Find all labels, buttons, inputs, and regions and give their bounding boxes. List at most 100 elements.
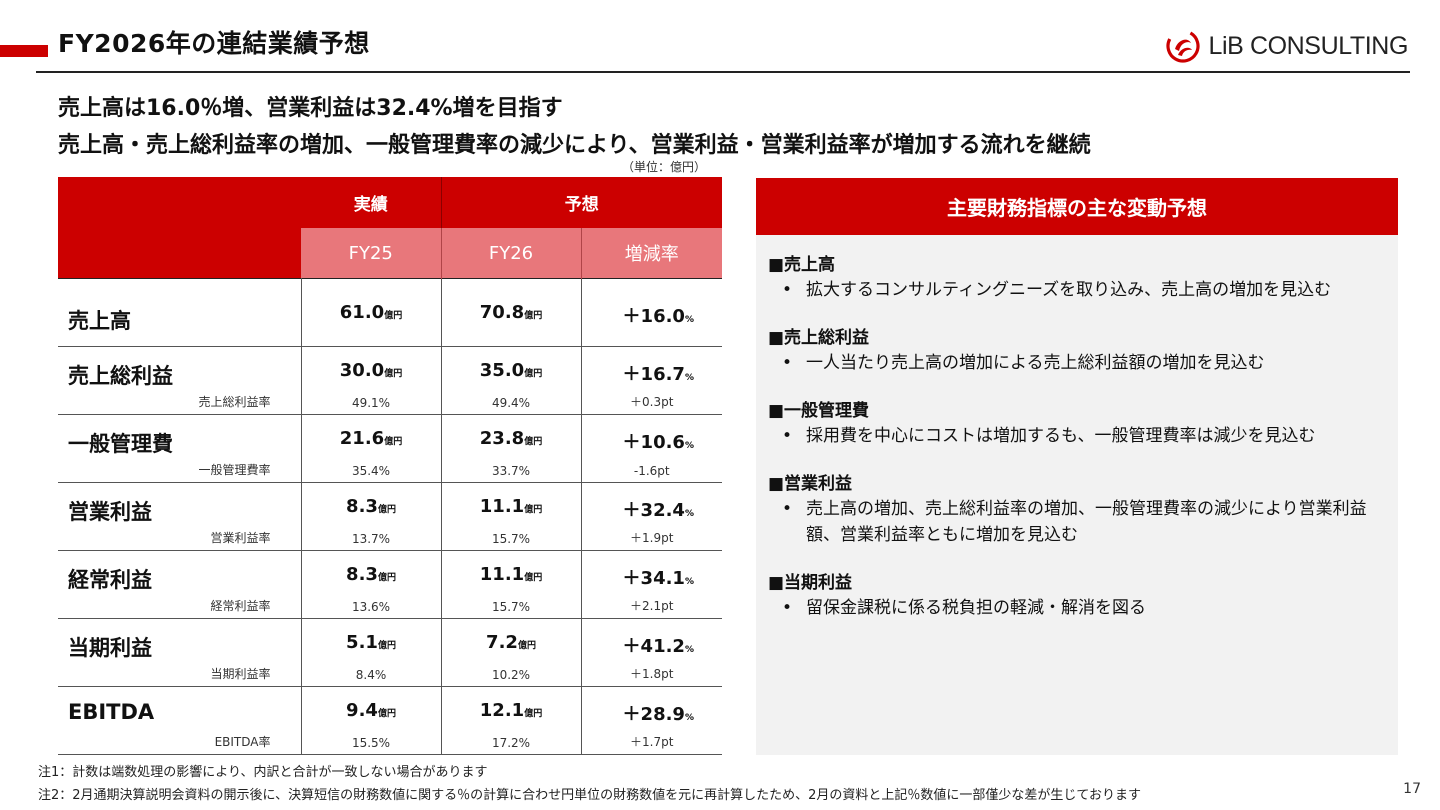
section-text: 一人当たり売上高の増加による売上総利益額の増加を見込む	[806, 353, 1265, 373]
outlook-section: ■当期利益 • 留保金課税に係る税負担の軽減・解消を図る	[768, 571, 1374, 621]
value-change: ＋41.2%	[622, 636, 694, 657]
table-row: 一般管理費一般管理費率 21.6億円 35.4% 23.8億円 33.7% ＋10.…	[58, 414, 722, 483]
value-fy25: 9.4億円	[346, 700, 396, 721]
bullet-icon: •	[781, 353, 793, 373]
row-label: 売上総利益	[68, 364, 173, 388]
company-logo: LiB CONSULTING	[1166, 28, 1408, 64]
header-fy25: FY25	[301, 228, 441, 279]
section-title: ■売上高	[768, 255, 836, 275]
lib-logo-icon	[1166, 29, 1201, 63]
value-change: ＋16.7%	[622, 364, 694, 385]
ratio-fy26: 10.2%	[491, 668, 531, 682]
outlook-section: ■売上高 • 拡大するコンサルティングニーズを取り込み、売上高の増加を見込む	[768, 253, 1374, 303]
table-row: 売上総利益売上総利益率 30.0億円 49.1% 35.0億円 49.4% ＋16.…	[58, 346, 722, 415]
ratio-change: ＋2.1pt	[630, 599, 674, 613]
row-label: 当期利益	[68, 636, 152, 660]
value-change: ＋32.4%	[622, 500, 694, 521]
page-number: 17	[1403, 781, 1421, 797]
row-label: 売上高	[68, 309, 131, 333]
section-text: 留保金課税に係る税負担の軽減・解消を図る	[806, 598, 1146, 618]
outlook-section: ■営業利益 • 売上高の増加、売上総利益率の増加、一般管理費率の減少により営業利益…	[768, 472, 1374, 548]
bullet-icon: •	[781, 499, 793, 519]
footnotes: 注1：計数は端数処理の影響により、内訳と合計が一致しない場合があります 注2：2…	[38, 761, 1141, 807]
ratio-change: -1.6pt	[633, 464, 670, 478]
footnote: 注2：2月通期決算説明会資料の開示後に、決算短信の財務数値に関する％の計算に合わ…	[38, 788, 1142, 803]
value-fy25: 30.0億円	[339, 360, 403, 381]
title-accent-bar	[0, 45, 48, 57]
row-sub-label: EBITDA率	[214, 735, 271, 749]
outlook-section: ■一般管理費 • 採用費を中心にコストは増加するも、一般管理費率は減少を見込む	[768, 399, 1374, 449]
row-label: EBITDA	[68, 700, 155, 724]
headline-primary: 売上高は16.0％増、営業利益は32.4%増を目指す	[58, 96, 563, 121]
bullet-icon: •	[781, 426, 793, 446]
ratio-fy26: 33.7%	[491, 464, 531, 478]
row-label: 営業利益	[68, 500, 152, 524]
headline-secondary: 売上高・売上総利益率の増加、一般管理費率の減少により、営業利益・営業利益率が増加…	[58, 133, 1091, 158]
section-title: ■売上総利益	[768, 328, 870, 348]
ratio-change: ＋0.3pt	[630, 395, 674, 409]
value-change: ＋28.9%	[622, 704, 694, 725]
value-fy25: 8.3億円	[346, 564, 396, 585]
row-sub-label: 一般管理費率	[198, 463, 271, 477]
bullet-icon: •	[781, 280, 793, 300]
value-change: ＋34.1%	[622, 568, 694, 589]
value-fy25: 21.6億円	[339, 428, 403, 449]
header-change: 増減率	[580, 228, 722, 279]
value-fy26: 12.1億円	[479, 700, 543, 721]
table-row: 経常利益経常利益率 8.3億円 13.6% 11.1億円 15.7% ＋34.1% ＋…	[58, 550, 722, 619]
value-change: ＋10.6%	[622, 432, 694, 453]
ratio-change: ＋1.8pt	[630, 667, 674, 681]
row-sub-label: 営業利益率	[210, 531, 271, 545]
section-title: ■営業利益	[768, 474, 853, 494]
panel-title: 主要財務指標の主な変動予想	[756, 178, 1398, 235]
row-label: 一般管理費	[68, 432, 173, 456]
value-fy26: 35.0億円	[479, 360, 543, 381]
value-fy25: 61.0億円	[339, 302, 403, 323]
ratio-fy25: 8.4%	[355, 668, 387, 682]
ratio-fy26: 49.4%	[491, 396, 531, 410]
outlook-section: ■売上総利益 • 一人当たり売上高の増加による売上総利益額の増加を見込む	[768, 326, 1374, 376]
value-fy26: 70.8億円	[479, 302, 543, 323]
table-row: 売上高 61.0億円 70.8億円 ＋16.0%	[58, 278, 722, 347]
footnote: 注1：計数は端数処理の影響により、内訳と合計が一致しない場合があります	[38, 765, 488, 780]
value-fy26: 7.2億円	[486, 632, 536, 653]
value-fy26: 11.1億円	[479, 564, 543, 585]
table-row: 当期利益当期利益率 5.1億円 8.4% 7.2億円 10.2% ＋41.2% ＋1.…	[58, 618, 722, 687]
value-fy25: 5.1億円	[346, 632, 396, 653]
row-sub-label: 当期利益率	[210, 667, 271, 681]
ratio-fy25: 13.7%	[351, 532, 391, 546]
header-actual: 実績	[301, 177, 441, 228]
header-fy26: FY26	[440, 228, 581, 279]
section-text: 採用費を中心にコストは増加するも、一般管理費率は減少を見込む	[806, 426, 1316, 446]
value-fy26: 11.1億円	[479, 496, 543, 517]
title-divider	[36, 71, 1410, 73]
section-text: 売上高の増加、売上総利益率の増加、一般管理費率の減少により営業利益額、営業利益率…	[806, 499, 1367, 545]
row-label: 経常利益	[68, 568, 152, 592]
outlook-panel: 主要財務指標の主な変動予想 ■売上高 • 拡大するコンサルティングニーズを取り込み…	[756, 178, 1398, 755]
ratio-fy26: 17.2%	[491, 736, 531, 750]
bullet-icon: •	[781, 598, 793, 618]
section-title: ■一般管理費	[768, 401, 870, 421]
ratio-fy25: 13.6%	[351, 600, 391, 614]
ratio-change: ＋1.7pt	[630, 735, 674, 749]
ratio-fy25: 49.1%	[351, 396, 391, 410]
section-title: ■当期利益	[768, 573, 853, 593]
page-title: FY2026年の連結業績予想	[58, 29, 370, 58]
ratio-fy26: 15.7%	[491, 600, 531, 614]
value-change: ＋16.0%	[622, 306, 694, 327]
value-fy25: 8.3億円	[346, 496, 396, 517]
unit-note: （単位：億円）	[622, 160, 707, 174]
section-text: 拡大するコンサルティングニーズを取り込み、売上高の増加を見込む	[806, 280, 1332, 300]
value-fy26: 23.8億円	[479, 428, 543, 449]
table-row: EBITDA EBITDA率 9.4億円 15.5% 12.1億円 17.2% ＋28…	[58, 686, 722, 755]
row-sub-label: 売上総利益率	[198, 395, 271, 409]
header-forecast: 予想	[440, 177, 722, 228]
forecast-table: 実績 予想 FY25 FY26 増減率 売上高 61.0億円 70.8億円 ＋1…	[58, 177, 722, 755]
ratio-change: ＋1.9pt	[630, 531, 674, 545]
ratio-fy26: 15.7%	[491, 532, 531, 546]
ratio-fy25: 35.4%	[351, 464, 391, 478]
table-row: 営業利益営業利益率 8.3億円 13.7% 11.1億円 15.7% ＋32.4% ＋…	[58, 482, 722, 551]
ratio-fy25: 15.5%	[351, 736, 391, 750]
logo-text: LiB CONSULTING	[1208, 31, 1408, 60]
row-sub-label: 経常利益率	[210, 599, 271, 613]
